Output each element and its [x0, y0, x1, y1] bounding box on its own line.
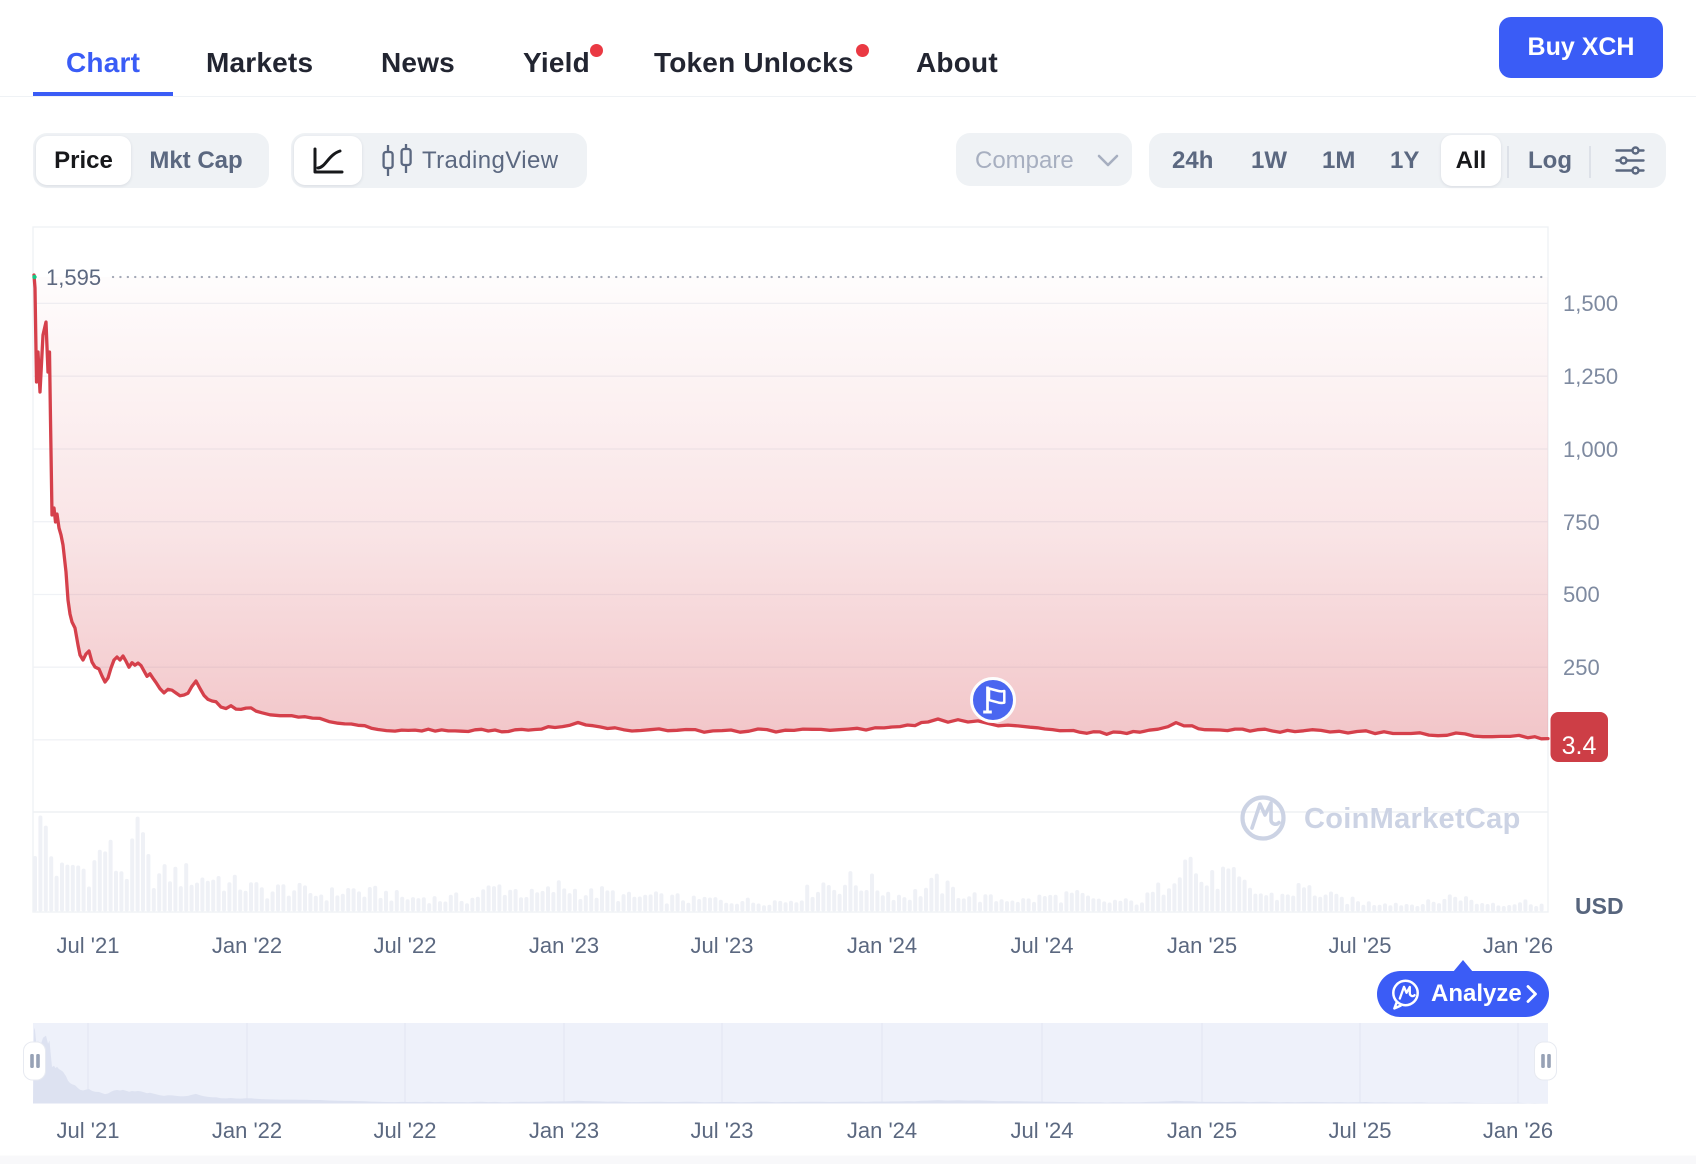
svg-text:Jan '24: Jan '24: [847, 933, 917, 958]
svg-text:Jan '26: Jan '26: [1483, 1118, 1553, 1143]
svg-text:Jan '24: Jan '24: [847, 1118, 917, 1143]
svg-text:500: 500: [1563, 582, 1600, 607]
svg-text:USD: USD: [1575, 893, 1624, 919]
svg-text:Jul '24: Jul '24: [1011, 1118, 1074, 1143]
svg-text:Jul '21: Jul '21: [57, 933, 120, 958]
svg-text:1,000: 1,000: [1563, 437, 1618, 462]
svg-text:Jul '24: Jul '24: [1011, 933, 1074, 958]
svg-text:Jul '25: Jul '25: [1329, 1118, 1392, 1143]
svg-text:Jan '22: Jan '22: [212, 1118, 282, 1143]
svg-text:1,250: 1,250: [1563, 364, 1618, 389]
svg-text:1,500: 1,500: [1563, 291, 1618, 316]
svg-text:750: 750: [1563, 510, 1600, 535]
svg-text:3.4: 3.4: [1562, 732, 1597, 760]
svg-text:Jan '23: Jan '23: [529, 1118, 599, 1143]
svg-text:Jul '23: Jul '23: [691, 933, 754, 958]
svg-text:CoinMarketCap: CoinMarketCap: [1304, 803, 1521, 835]
svg-text:Jan '25: Jan '25: [1167, 1118, 1237, 1143]
svg-text:Jan '26: Jan '26: [1483, 933, 1553, 958]
svg-text:Jul '22: Jul '22: [374, 1118, 437, 1143]
svg-text:Jul '25: Jul '25: [1329, 933, 1392, 958]
svg-text:Jan '23: Jan '23: [529, 933, 599, 958]
svg-text:Jul '23: Jul '23: [691, 1118, 754, 1143]
svg-text:Jan '25: Jan '25: [1167, 933, 1237, 958]
svg-text:Jan '22: Jan '22: [212, 933, 282, 958]
svg-text:Jul '22: Jul '22: [374, 933, 437, 958]
svg-text:Jul '21: Jul '21: [57, 1118, 120, 1143]
svg-text:250: 250: [1563, 655, 1600, 680]
